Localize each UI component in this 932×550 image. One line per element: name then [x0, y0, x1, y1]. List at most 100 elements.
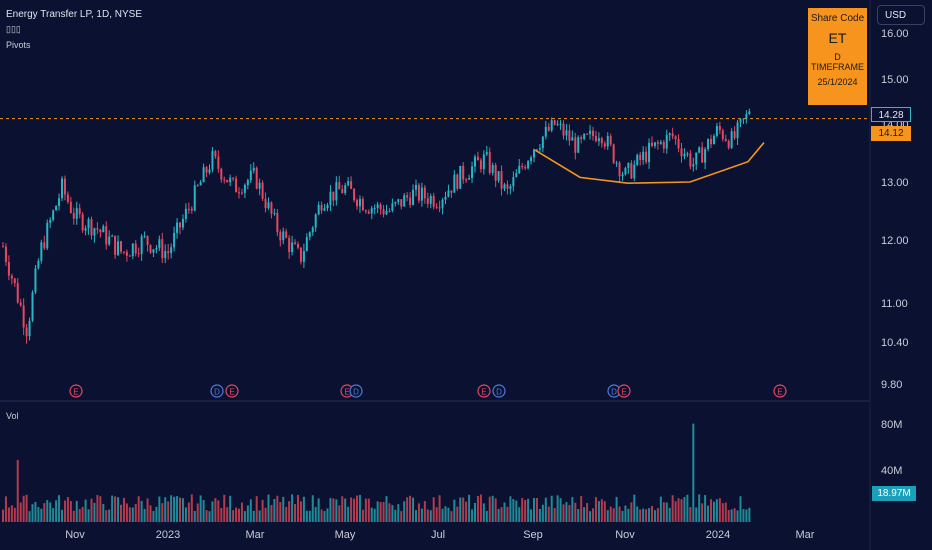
- volume-bar: [612, 508, 615, 522]
- time-axis-label: Mar: [246, 529, 265, 541]
- last-price-tag: 14.28: [871, 107, 911, 122]
- volume-bar: [140, 500, 143, 522]
- candle-body: [288, 237, 291, 252]
- volume-bar: [208, 511, 211, 522]
- candle-body: [535, 149, 538, 151]
- volume-bar: [193, 511, 196, 522]
- candle-body: [677, 138, 680, 149]
- volume-bar: [179, 497, 181, 522]
- candle-body: [521, 165, 524, 168]
- volume-bar: [485, 510, 488, 522]
- volume-bar: [361, 509, 364, 522]
- candle-body: [235, 178, 238, 193]
- time-axis-label: May: [335, 529, 356, 541]
- candle-body: [131, 243, 134, 257]
- volume-bar: [662, 502, 665, 522]
- candle-body: [282, 231, 285, 241]
- candle-body: [733, 131, 736, 139]
- volume-bar: [75, 500, 78, 522]
- candle-body: [214, 151, 217, 157]
- candle-body: [482, 154, 485, 170]
- volume-bar: [96, 494, 99, 522]
- volume-bar: [217, 500, 220, 522]
- volume-bar: [87, 509, 90, 522]
- candle-body: [426, 198, 429, 204]
- candle-body: [246, 180, 249, 185]
- volume-bar: [447, 507, 450, 522]
- volume-bar: [671, 495, 674, 522]
- candle-body: [317, 204, 320, 215]
- candle-body: [710, 139, 712, 145]
- candle-body: [187, 208, 190, 210]
- candle-body: [432, 195, 435, 207]
- candle-body: [680, 148, 683, 157]
- volume-bar: [308, 510, 311, 522]
- candle-body: [556, 123, 559, 125]
- volume-bar: [574, 502, 577, 522]
- volume-bar: [748, 507, 751, 522]
- volume-bar: [692, 423, 695, 522]
- candle-body: [648, 142, 651, 163]
- bar-style-icon[interactable]: ▯▯▯: [6, 24, 21, 34]
- candle-body: [571, 137, 574, 141]
- candle-body: [249, 170, 252, 181]
- candle-body: [538, 148, 541, 150]
- volume-bar: [577, 509, 580, 522]
- volume-bar: [199, 495, 202, 522]
- candle-body: [205, 167, 208, 173]
- price-axis-label: 12.00: [881, 235, 909, 247]
- share-box-line1: Share Code: [810, 13, 865, 24]
- volume-axis-label: 80M: [881, 419, 902, 431]
- volume-bar: [683, 497, 686, 522]
- volume-bar: [482, 503, 485, 522]
- volume-bar: [521, 498, 524, 522]
- volume-bar: [450, 511, 453, 522]
- volume-bar: [689, 507, 692, 522]
- candle-body: [441, 199, 444, 208]
- volume-bar: [356, 495, 358, 522]
- candle-body: [553, 120, 556, 125]
- volume-bar: [556, 495, 559, 522]
- currency-button[interactable]: USD: [877, 5, 925, 25]
- volume-bar: [733, 508, 736, 522]
- candle-body: [75, 208, 78, 219]
- volume-bar: [704, 495, 707, 522]
- candle-body: [485, 152, 488, 155]
- candle-body: [43, 242, 46, 249]
- dividend-marker-label: D: [353, 388, 359, 397]
- candle-body: [456, 174, 459, 189]
- volume-bar: [350, 497, 353, 522]
- candle-body: [338, 182, 341, 190]
- pivots-indicator-label[interactable]: Pivots: [6, 40, 31, 50]
- volume-bar: [535, 497, 538, 522]
- volume-bar: [636, 506, 639, 522]
- candle-body: [173, 232, 176, 248]
- candle-body: [2, 246, 4, 248]
- candle-body: [462, 165, 465, 180]
- volume-bar: [102, 503, 105, 522]
- candle-body: [353, 188, 356, 201]
- volume-bar: [656, 508, 659, 522]
- volume-bar: [707, 505, 710, 522]
- volume-bar: [609, 506, 612, 522]
- candle-body: [465, 179, 468, 181]
- candle-body: [686, 153, 689, 155]
- earnings-marker-label: E: [777, 388, 782, 397]
- volume-bar: [4, 496, 7, 522]
- volume-bar: [621, 510, 624, 522]
- symbol-title[interactable]: Energy Transfer LP, 1D, NYSE: [6, 9, 142, 20]
- volume-bar: [341, 496, 344, 522]
- candle-body: [494, 164, 497, 181]
- volume-bar: [37, 507, 40, 522]
- candle-body: [125, 251, 128, 256]
- candle-body: [19, 302, 22, 306]
- volume-bar: [276, 495, 279, 522]
- volume-bar: [701, 503, 704, 522]
- volume-label[interactable]: Vol: [6, 411, 19, 421]
- volume-bar: [364, 498, 367, 522]
- share-box-line2: ET: [828, 30, 847, 46]
- volume-bar: [111, 495, 114, 522]
- earnings-marker-label: E: [229, 388, 234, 397]
